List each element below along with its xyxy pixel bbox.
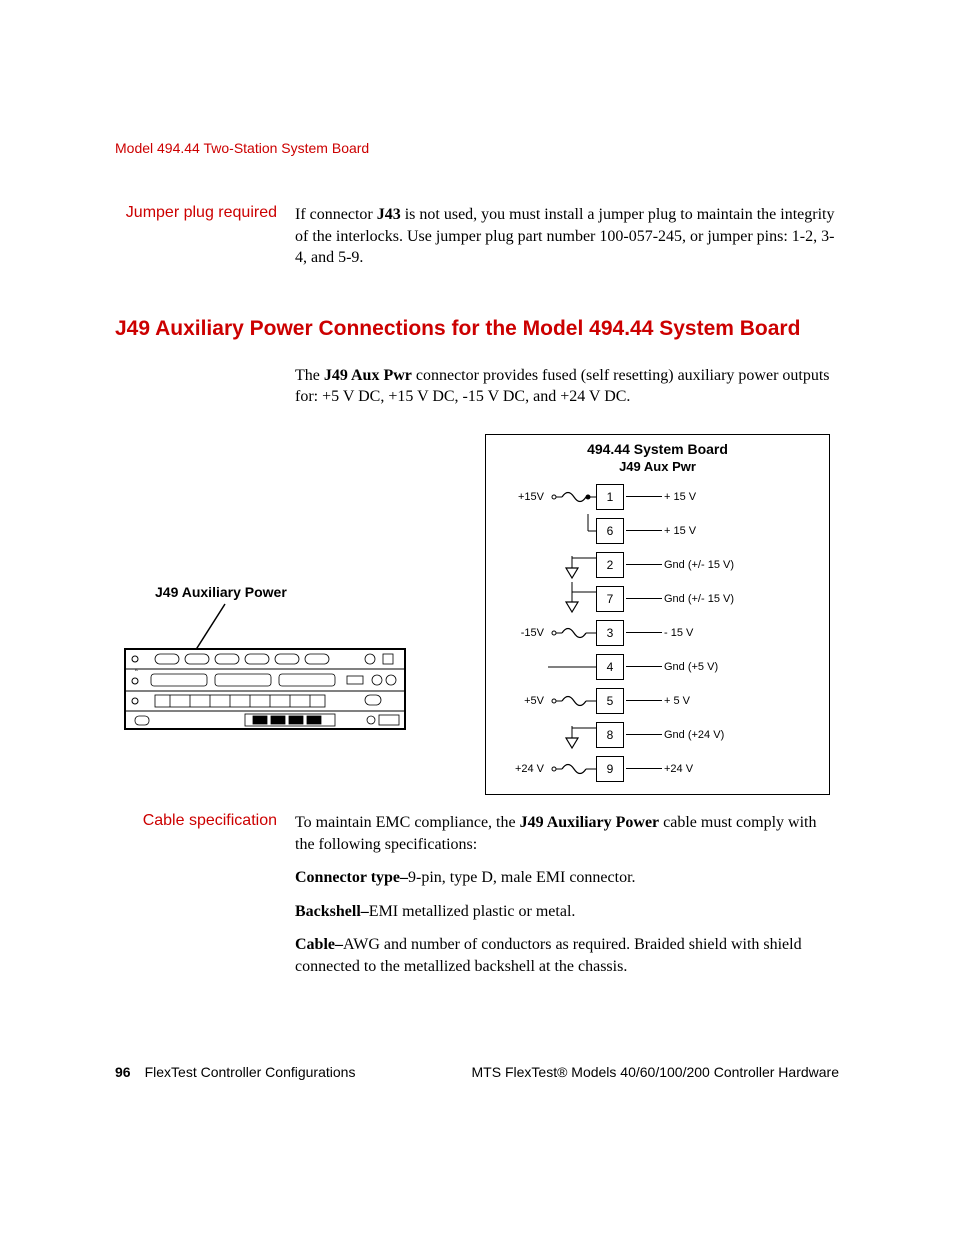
pin-row: 4 Gnd (+5 V) [486, 650, 829, 684]
pin-row: +5V 5 + 5 V [486, 684, 829, 718]
pin-number: 1 [596, 484, 624, 510]
footer-left: 96 FlexTest Controller Configurations [115, 1064, 355, 1080]
pin-row: +24 V 9 +24 V [486, 752, 829, 786]
pin-symbol [548, 480, 596, 514]
cable-p3-bold: Backshell– [295, 903, 369, 920]
pin-connector-line [626, 666, 662, 667]
cable-text: To maintain EMC compliance, the J49 Auxi… [295, 812, 839, 990]
cable-p3-rest: EMI metallized plastic or metal. [369, 903, 576, 920]
pin-row: 2 Gnd (+/- 15 V) [486, 548, 829, 582]
pin-symbol [548, 684, 596, 718]
pin-connector-line [626, 632, 662, 633]
pin-row: +15V 1 + 15 V [486, 480, 829, 514]
cable-p2-rest: 9-pin, type D, male EMI connector. [408, 869, 636, 886]
pin-symbol [548, 582, 596, 616]
pin-connector-line [626, 734, 662, 735]
pinout-subtitle: J49 Aux Pwr [486, 459, 829, 480]
pin-number: 6 [596, 518, 624, 544]
pin-right-label: Gnd (+5 V) [664, 661, 829, 673]
pin-row: -15V 3 - 15 V [486, 616, 829, 650]
pin-symbol [548, 752, 596, 786]
svg-text:A: A [135, 667, 138, 672]
page-footer: 96 FlexTest Controller Configurations MTS… [115, 1064, 839, 1080]
pin-right-label: + 15 V [664, 525, 829, 537]
pin-connector-line [626, 530, 662, 531]
pin-number: 4 [596, 654, 624, 680]
intro-bold: J49 Aux Pwr [324, 367, 412, 384]
pin-left-label: -15V [486, 627, 548, 639]
pin-symbol [548, 514, 596, 548]
footer-right: MTS FlexTest® Models 40/60/100/200 Contr… [472, 1064, 839, 1080]
pin-right-label: +24 V [664, 763, 829, 775]
pin-number: 3 [596, 620, 624, 646]
pin-symbol [548, 650, 596, 684]
pin-left-label: +5V [486, 695, 548, 707]
cable-p1-pre: To maintain EMC compliance, the [295, 814, 520, 831]
pin-connector-line [626, 496, 662, 497]
bold-j43: J43 [377, 206, 401, 223]
pin-left-label: +24 V [486, 763, 548, 775]
page-number: 96 [115, 1064, 131, 1080]
pin-connector-line [626, 768, 662, 769]
pin-number: 9 [596, 756, 624, 782]
section-title: J49 Auxiliary Power Connections for the … [115, 317, 839, 341]
pin-connector-line [626, 598, 662, 599]
cable-p4-rest: AWG and number of conductors as required… [295, 936, 802, 975]
pin-right-label: Gnd (+/- 15 V) [664, 559, 829, 571]
pin-row: 6 + 15 V [486, 514, 829, 548]
jumper-text: If connector J43 is not used, you must i… [295, 204, 839, 281]
pinout-title: 494.44 System Board [486, 435, 829, 459]
cable-label: Cable specification [115, 812, 295, 990]
intro-row: The J49 Aux Pwr connector provides fused… [115, 365, 839, 420]
pin-number: 5 [596, 688, 624, 714]
jumper-label: Jumper plug required [115, 204, 295, 281]
pin-number: 7 [596, 586, 624, 612]
footer-left-text: FlexTest Controller Configurations [145, 1064, 356, 1080]
pin-number: 8 [596, 722, 624, 748]
cable-p4-bold: Cable– [295, 936, 343, 953]
pin-number: 2 [596, 552, 624, 578]
intro-text: The J49 Aux Pwr connector provides fused… [295, 365, 839, 420]
pin-row: 8 Gnd (+24 V) [486, 718, 829, 752]
chassis-drawing: A [115, 599, 415, 749]
pin-left-label: +15V [486, 491, 548, 503]
cable-p1-bold: J49 Auxiliary Power [520, 814, 660, 831]
pin-symbol [548, 548, 596, 582]
section-header: Model 494.44 Two-Station System Board [115, 140, 839, 156]
aux-power-label: J49 Auxiliary Power [155, 584, 287, 600]
pin-symbol [548, 718, 596, 752]
jumper-section: Jumper plug required If connector J43 is… [115, 204, 839, 281]
pin-right-label: + 15 V [664, 491, 829, 503]
pin-row: 7 Gnd (+/- 15 V) [486, 582, 829, 616]
cable-p2-bold: Connector type– [295, 869, 408, 886]
intro-pre: The [295, 367, 324, 384]
pin-connector-line [626, 564, 662, 565]
pinout-box: 494.44 System Board J49 Aux Pwr +15V 1 +… [485, 434, 830, 795]
diagram: J49 Auxiliary Power [115, 434, 839, 794]
cable-section: Cable specification To maintain EMC comp… [115, 812, 839, 990]
pin-connector-line [626, 700, 662, 701]
pin-right-label: + 5 V [664, 695, 829, 707]
pin-right-label: Gnd (+/- 15 V) [664, 593, 829, 605]
pin-right-label: Gnd (+24 V) [664, 729, 829, 741]
pin-symbol [548, 616, 596, 650]
pin-right-label: - 15 V [664, 627, 829, 639]
